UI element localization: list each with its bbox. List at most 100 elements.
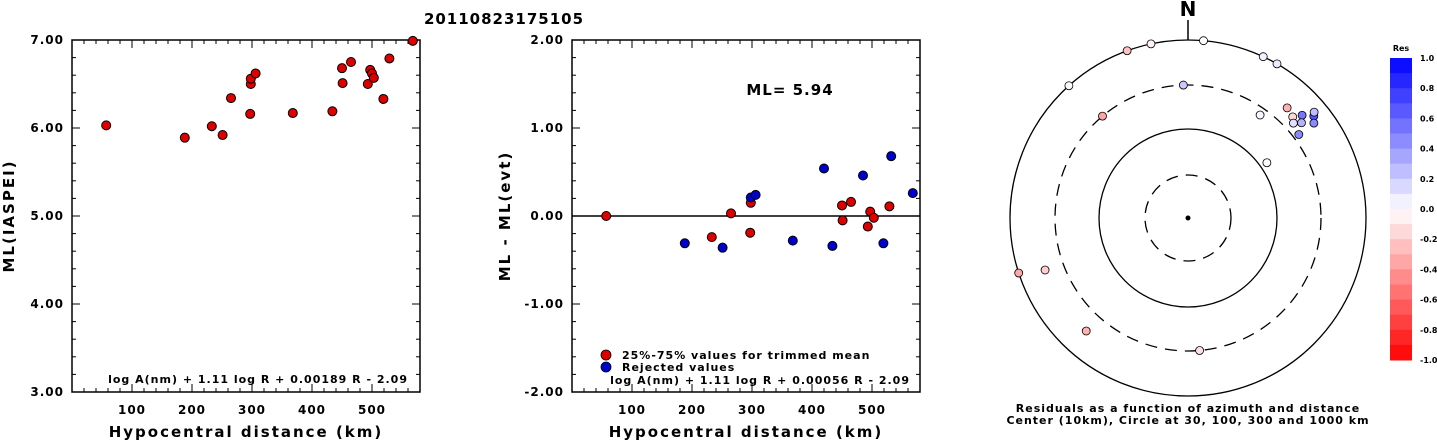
station-point: [1146, 39, 1156, 49]
ml-point: [407, 35, 418, 46]
ring-outer: [1009, 39, 1367, 397]
ml-point: [179, 132, 190, 143]
panel2-ticks: 100 200 300 400 500 -2.00 -1.00 0.00 1.00 2.00: [524, 33, 920, 417]
colorbar-tick-label: 0.6: [1420, 114, 1435, 123]
station-point: [1178, 80, 1188, 90]
panel1-ticks: 100 200 300 400 500 3.00 4.00 5.00 6.00 7.00: [30, 33, 420, 417]
rejected-point: [717, 242, 728, 253]
trimmed-point: [601, 211, 612, 221]
station-point: [1040, 265, 1050, 275]
x-tick-label: 200: [178, 403, 206, 417]
legend-accepted-marker: [600, 349, 612, 361]
ml-point: [245, 108, 256, 119]
figure-title: 20110823175105: [424, 10, 584, 28]
trimmed-point: [868, 212, 879, 223]
colorbar-tick-label: -0.4: [1420, 265, 1437, 274]
station-point: [1309, 118, 1319, 128]
ml-point: [287, 108, 298, 119]
ml-point: [206, 121, 217, 132]
station-point: [1098, 111, 1107, 121]
colorbar-tick-label: 0.4: [1420, 145, 1435, 154]
station-point: [1282, 103, 1292, 113]
colorbar-tick-label: -0.8: [1420, 326, 1437, 335]
ml-point: [378, 93, 389, 104]
trimmed-point: [837, 200, 847, 211]
station-point: [1309, 107, 1319, 117]
trimmed-point: [837, 215, 848, 226]
residual-vs-distance-panel: 100 200 300 400 500 -2.00 -1.00 0.00 1.00 2.00 ML…: [496, 33, 921, 441]
colorbar-cell: [1390, 58, 1412, 74]
residual-colorbar: Res 1.0 0.8 0.6 0.4 0.2 0.0 -0.2 -0.4 -0.6 -0.8 -1…: [1390, 44, 1437, 365]
x-tick-label: 500: [858, 403, 886, 417]
station-point: [1289, 118, 1298, 128]
panel2-formula: log A(nm) + 1.11 log R + 0.00056 R - 2.0…: [610, 374, 910, 387]
colorbar-tick-label: -0.6: [1420, 296, 1437, 305]
colorbar-cell: [1390, 178, 1412, 195]
rejected-point: [679, 238, 690, 249]
colorbar-tick-label: 0.0: [1420, 205, 1435, 214]
panel1-xlabel: Hypocentral distance (km): [109, 423, 384, 441]
y-tick-label: 1.00: [530, 121, 564, 135]
colorbar-cell: [1390, 163, 1412, 180]
y-tick-label: 4.00: [30, 297, 64, 311]
station-point: [1262, 158, 1272, 168]
x-tick-label: 100: [618, 403, 646, 417]
ml-point: [368, 72, 379, 83]
y-tick-label: -1.00: [524, 297, 564, 311]
panel2-ylabel: ML - ML(evt): [496, 151, 514, 281]
colorbar-tick-label: 1.0: [1420, 54, 1435, 63]
colorbar-cells: [1390, 58, 1412, 361]
caption-line2: Center (10km), Circle at 30, 100, 300 an…: [1006, 414, 1369, 427]
panel2-points: [601, 151, 918, 253]
y-tick-label: 5.00: [30, 209, 64, 223]
ml-point: [346, 57, 356, 67]
rejected-point: [750, 189, 761, 200]
center-point: [1185, 215, 1191, 221]
colorbar-cell: [1390, 148, 1412, 165]
station-point: [1297, 118, 1306, 128]
ml-annotation: ML= 5.94: [746, 81, 833, 99]
colorbar-tick-label: 0.8: [1420, 84, 1435, 93]
trimmed-point: [745, 227, 756, 238]
colorbar-cell: [1390, 88, 1412, 104]
colorbar-cell: [1390, 193, 1412, 210]
station-point: [1255, 110, 1265, 120]
y-tick-label: 6.00: [30, 121, 64, 135]
x-tick-label: 400: [798, 403, 826, 417]
trimmed-point: [726, 208, 736, 219]
trimmed-point: [862, 221, 873, 232]
colorbar-tick-label: 0.2: [1420, 175, 1434, 184]
ml-point: [337, 78, 348, 89]
rejected-point: [858, 170, 868, 181]
y-tick-label: 2.00: [530, 33, 564, 47]
station-point: [1081, 326, 1091, 336]
station-point: [1122, 46, 1132, 56]
ml-point: [101, 120, 112, 131]
north-label: N: [1180, 0, 1197, 21]
x-tick-label: 300: [738, 403, 766, 417]
ml-point: [327, 106, 338, 117]
colorbar-cell: [1390, 329, 1412, 346]
ml-vs-distance-panel: 100 200 300 400 500 3.00 4.00 5.00 6.00 7.00 ML(I…: [0, 33, 421, 441]
ml-point: [217, 130, 228, 141]
colorbar-cell: [1390, 103, 1412, 119]
colorbar-tick-label: -0.2: [1420, 235, 1437, 244]
panel1-formula: log A(nm) + 1.11 log R + 0.00189 R - 2.0…: [108, 373, 408, 386]
legend-rejected-label: Rejected values: [622, 361, 735, 374]
colorbar-cell: [1390, 224, 1412, 240]
y-tick-label: -2.00: [524, 385, 564, 399]
colorbar-cell: [1390, 284, 1412, 301]
colorbar-cell: [1390, 73, 1412, 89]
y-tick-label: 0.00: [530, 209, 564, 223]
station-point: [1199, 36, 1208, 46]
station-point: [1064, 81, 1074, 91]
colorbar-cell: [1390, 299, 1412, 316]
colorbar-ticks: 1.0 0.8 0.6 0.4 0.2 0.0 -0.2 -0.4 -0.6 -0.8 -1.0: [1420, 54, 1437, 365]
colorbar-title: Res: [1393, 44, 1410, 53]
y-tick-label: 3.00: [30, 385, 64, 399]
colorbar-tick-label: -1.0: [1420, 356, 1437, 365]
x-tick-label: 300: [238, 403, 266, 417]
legend-accepted-label: 25%-75% values for trimmed mean: [622, 349, 870, 362]
ml-point: [250, 68, 261, 79]
trimmed-point: [706, 232, 717, 243]
